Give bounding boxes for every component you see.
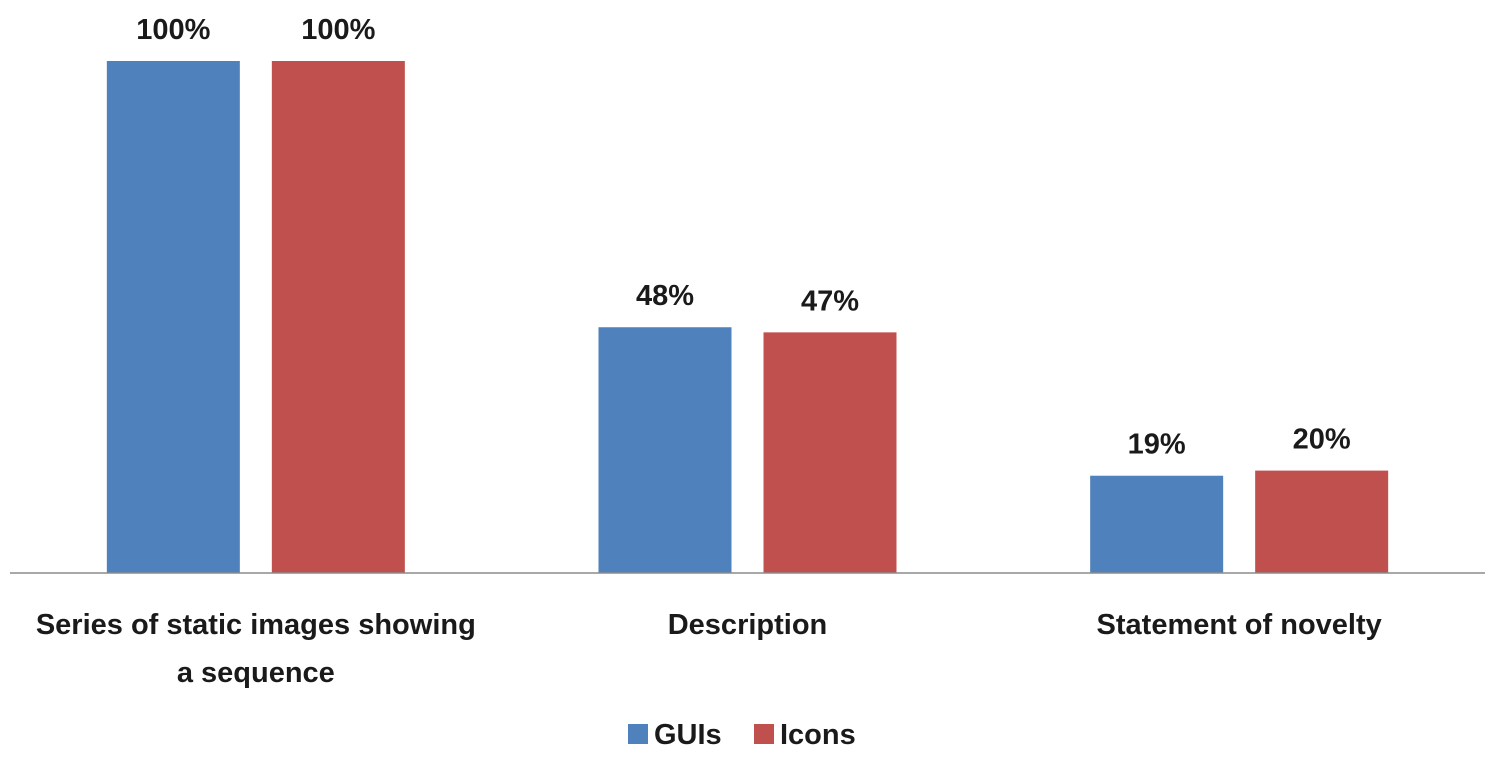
data-labels-group: 100% 100% 48% 47% 19% 20% bbox=[136, 14, 1351, 461]
data-label-guis-2: 19% bbox=[1128, 429, 1186, 461]
legend: GUIs Icons bbox=[628, 719, 856, 751]
legend-label-guis: GUIs bbox=[654, 719, 722, 751]
bar-guis-0 bbox=[106, 61, 240, 573]
category-label-1-line-0: Description bbox=[668, 609, 828, 641]
data-label-icons-0: 100% bbox=[301, 14, 375, 46]
legend-swatch-guis bbox=[628, 724, 648, 744]
data-label-icons-1: 47% bbox=[801, 285, 859, 317]
category-labels-group: Series of static images showing a sequenc… bbox=[36, 609, 1382, 689]
category-label-0-line-0: Series of static images showing bbox=[36, 609, 476, 641]
data-label-guis-0: 100% bbox=[136, 14, 210, 46]
legend-swatch-icons bbox=[754, 724, 774, 744]
data-label-guis-1: 48% bbox=[636, 280, 694, 312]
legend-label-icons: Icons bbox=[780, 719, 856, 751]
category-label-0-line-1: a sequence bbox=[177, 657, 335, 689]
bar-icons-0 bbox=[271, 61, 405, 573]
bar-icons-2 bbox=[1255, 470, 1389, 573]
bar-guis-2 bbox=[1090, 475, 1224, 573]
bar-icons-1 bbox=[763, 332, 897, 573]
bars-group bbox=[106, 61, 1389, 573]
bar-guis-1 bbox=[598, 327, 732, 573]
data-label-icons-2: 20% bbox=[1293, 424, 1351, 456]
category-label-2-line-0: Statement of novelty bbox=[1097, 609, 1382, 641]
